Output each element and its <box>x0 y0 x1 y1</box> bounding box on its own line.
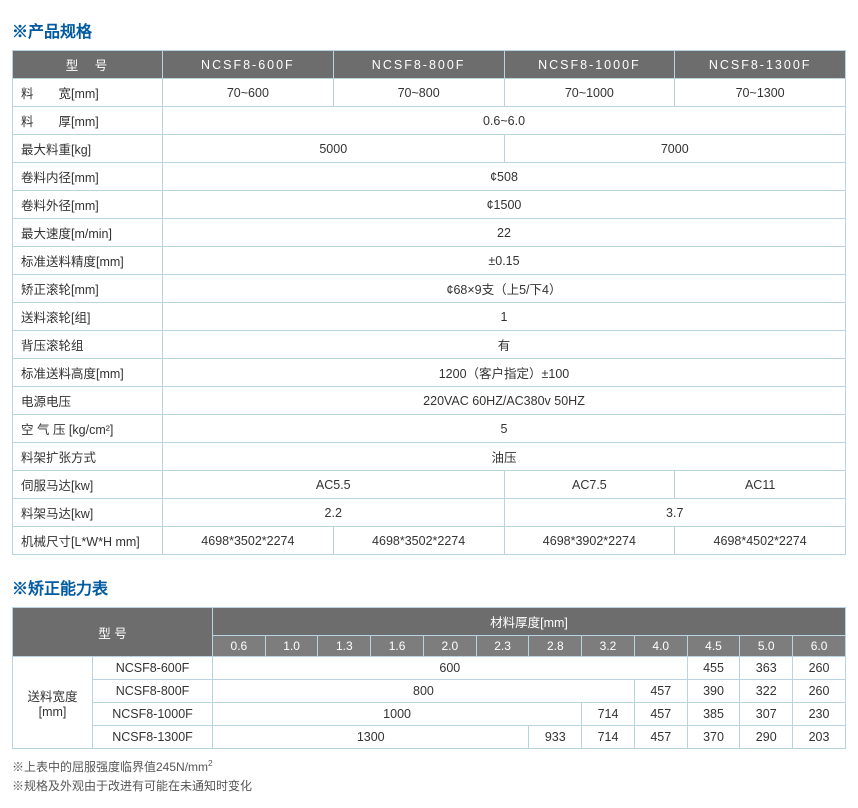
cell: 322 <box>740 680 793 703</box>
thick-col: 4.5 <box>687 636 740 657</box>
spec-model-3: NCSF8-1000F <box>504 51 675 79</box>
spec-model-label: 型 号 <box>13 51 163 79</box>
cell: 714 <box>582 703 635 726</box>
cell: 4698*3902*2274 <box>504 527 675 555</box>
cell: 385 <box>687 703 740 726</box>
cell: 4698*3502*2274 <box>333 527 504 555</box>
cell: 600 <box>213 657 688 680</box>
cell: 1200（客户指定）±100 <box>163 359 846 387</box>
note-2: ※规格及外观由于改进有可能在未通知时变化 <box>12 777 846 796</box>
cap-model: NCSF8-1000F <box>93 703 213 726</box>
cap-table: 型 号 材料厚度[mm] 0.6 1.0 1.3 1.6 2.0 2.3 2.8… <box>12 607 846 749</box>
row-label: 空 气 压 [kg/cm²] <box>13 415 163 443</box>
cell: 457 <box>634 680 687 703</box>
cell: 5000 <box>163 135 505 163</box>
thick-col: 5.0 <box>740 636 793 657</box>
cell: 455 <box>687 657 740 680</box>
row-label: 料 宽[mm] <box>13 79 163 107</box>
cell: 22 <box>163 219 846 247</box>
cell: 5 <box>163 415 846 443</box>
cell: 800 <box>213 680 635 703</box>
thick-col: 6.0 <box>793 636 846 657</box>
cell: 260 <box>793 680 846 703</box>
cell: 1300 <box>213 726 529 749</box>
spec-model-1: NCSF8-600F <box>163 51 334 79</box>
cap-model-label: 型 号 <box>13 608 213 657</box>
thick-col: 1.0 <box>265 636 318 657</box>
row-label: 电源电压 <box>13 387 163 415</box>
cell: AC5.5 <box>163 471 505 499</box>
notes: ※上表中的屈服强度临界值245N/mm2 ※规格及外观由于改进有可能在未通知时变… <box>12 757 846 796</box>
thick-col: 4.0 <box>634 636 687 657</box>
cap-title: ※矫正能力表 <box>12 575 846 599</box>
cell: 933 <box>529 726 582 749</box>
thick-col: 0.6 <box>213 636 266 657</box>
cell: ¢68×9支（上5/下4） <box>163 275 846 303</box>
row-label: 矫正滚轮[mm] <box>13 275 163 303</box>
row-label: 最大料重[kg] <box>13 135 163 163</box>
row-label: 伺服马达[kw] <box>13 471 163 499</box>
row-label: 料架扩张方式 <box>13 443 163 471</box>
cell: 290 <box>740 726 793 749</box>
thick-col: 3.2 <box>582 636 635 657</box>
cell: 70~600 <box>163 79 334 107</box>
row-label: 送料滚轮[组] <box>13 303 163 331</box>
row-label: 最大速度[m/min] <box>13 219 163 247</box>
cell: 70~800 <box>333 79 504 107</box>
cell: 4698*3502*2274 <box>163 527 334 555</box>
cell: ¢1500 <box>163 191 846 219</box>
cell: AC11 <box>675 471 846 499</box>
thick-col: 1.3 <box>318 636 371 657</box>
cell: 2.2 <box>163 499 505 527</box>
thick-col: 2.8 <box>529 636 582 657</box>
cell: 3.7 <box>504 499 846 527</box>
thick-col: 1.6 <box>371 636 424 657</box>
spec-model-4: NCSF8-1300F <box>675 51 846 79</box>
row-label: 背压滚轮组 <box>13 331 163 359</box>
thick-col: 2.3 <box>476 636 529 657</box>
row-label: 机械尺寸[L*W*H mm] <box>13 527 163 555</box>
cell: 70~1300 <box>675 79 846 107</box>
cell: 220VAC 60HZ/AC380v 50HZ <box>163 387 846 415</box>
cell: 1000 <box>213 703 582 726</box>
feed-width-label: 送料宽度 [mm] <box>13 657 93 749</box>
cell: ¢508 <box>163 163 846 191</box>
note-1: ※上表中的屈服强度临界值245N/mm2 <box>12 757 846 777</box>
cell: 307 <box>740 703 793 726</box>
thick-col: 2.0 <box>423 636 476 657</box>
cell: 1 <box>163 303 846 331</box>
cell: 70~1000 <box>504 79 675 107</box>
cell: 7000 <box>504 135 846 163</box>
cell: 有 <box>163 331 846 359</box>
cell: 230 <box>793 703 846 726</box>
cap-model: NCSF8-800F <box>93 680 213 703</box>
cell: 370 <box>687 726 740 749</box>
cell: 363 <box>740 657 793 680</box>
cap-model: NCSF8-1300F <box>93 726 213 749</box>
cell: 203 <box>793 726 846 749</box>
row-label: 卷料外径[mm] <box>13 191 163 219</box>
cell: ±0.15 <box>163 247 846 275</box>
cell: 油压 <box>163 443 846 471</box>
cell: 0.6~6.0 <box>163 107 846 135</box>
row-label: 料 厚[mm] <box>13 107 163 135</box>
cell: 390 <box>687 680 740 703</box>
row-label: 卷料内径[mm] <box>13 163 163 191</box>
spec-title: ※产品规格 <box>12 18 846 42</box>
spec-table: 型 号 NCSF8-600F NCSF8-800F NCSF8-1000F NC… <box>12 50 846 555</box>
cell: 457 <box>634 726 687 749</box>
row-label: 标准送料精度[mm] <box>13 247 163 275</box>
spec-model-2: NCSF8-800F <box>333 51 504 79</box>
cell: 457 <box>634 703 687 726</box>
row-label: 料架马达[kw] <box>13 499 163 527</box>
cap-thickness-label: 材料厚度[mm] <box>213 608 846 636</box>
row-label: 标准送料高度[mm] <box>13 359 163 387</box>
cell: 260 <box>793 657 846 680</box>
cap-model: NCSF8-600F <box>93 657 213 680</box>
cell: 714 <box>582 726 635 749</box>
cell: 4698*4502*2274 <box>675 527 846 555</box>
cell: AC7.5 <box>504 471 675 499</box>
